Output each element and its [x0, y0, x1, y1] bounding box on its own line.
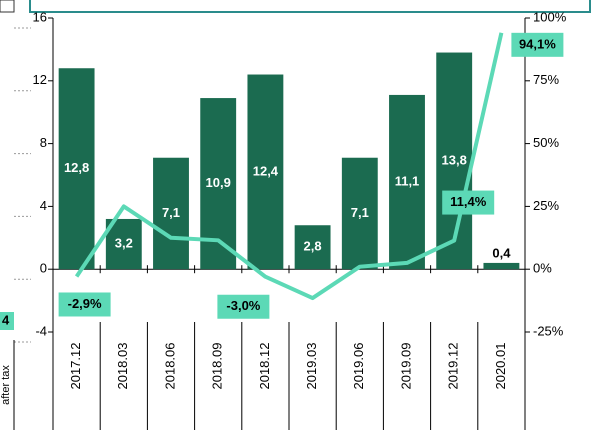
annotation: 4 — [2, 312, 10, 327]
line-label-box — [511, 32, 564, 57]
line-value-label: 11,4% — [450, 194, 487, 209]
bar — [294, 225, 331, 270]
annotation: after tax — [0, 365, 12, 405]
bar-value-label: 12,8 — [64, 160, 89, 175]
bar-value-label: 3,2 — [115, 236, 133, 251]
x-tick-label: 2017.12 — [68, 343, 83, 390]
x-tick-label: 2019.12 — [446, 343, 461, 390]
x-tick-label: 2019.09 — [398, 343, 413, 390]
line-value-label: -2,9% — [68, 296, 102, 311]
bar-value-label: 2,8 — [304, 239, 322, 254]
y2-tick-label: -25% — [533, 323, 564, 338]
line-series — [74, 32, 504, 301]
bar-value-label: 7,1 — [162, 205, 180, 220]
y2-tick-label: 50% — [533, 135, 559, 150]
bar — [483, 262, 520, 270]
y2-tick-label: 75% — [533, 72, 559, 87]
y-tick-label: -4 — [35, 323, 47, 338]
y-tick-label: 16 — [33, 9, 47, 24]
bar — [153, 157, 189, 270]
bar-value-label: 13,8 — [442, 152, 467, 167]
x-tick-label: 2018.03 — [115, 343, 130, 390]
line-value-label: -3,0% — [226, 298, 260, 313]
x-tick-label: 2018.12 — [257, 343, 272, 390]
x-tick-label: 2019.03 — [304, 343, 319, 390]
y2-tick-label: 25% — [533, 198, 559, 213]
bar-value-label: 12,4 — [253, 163, 279, 178]
partial-label-box — [0, 312, 14, 330]
header-frame — [29, 0, 591, 13]
line-value-label: 94,1% — [519, 36, 556, 51]
y-tick-label: 4 — [40, 198, 47, 213]
bar — [341, 157, 378, 270]
line-label-box — [58, 292, 111, 317]
x-tick-label: 2018.09 — [210, 343, 225, 390]
bar — [389, 94, 425, 270]
line-label-box — [442, 190, 495, 215]
x-tick-label: 2018.06 — [162, 343, 177, 390]
bar-value-label: 10,9 — [206, 175, 231, 190]
y2-tick-label: 0% — [533, 261, 552, 276]
x-tick-label: 2020.01 — [493, 343, 508, 390]
bar-value-label: 11,1 — [395, 174, 420, 189]
y-tick-label: 8 — [40, 135, 47, 150]
y2-tick-label: 100% — [533, 9, 567, 24]
bar-value-label: 0,4 — [492, 245, 511, 260]
x-tick-label: 2019.06 — [351, 343, 366, 390]
line-label-box — [217, 294, 270, 319]
partial-box — [0, 0, 15, 13]
bar-value-label: 7,1 — [351, 205, 369, 220]
bar — [247, 74, 284, 270]
y-tick-label: 12 — [33, 72, 47, 87]
bar — [58, 68, 95, 270]
y-tick-label: 0 — [40, 261, 47, 276]
